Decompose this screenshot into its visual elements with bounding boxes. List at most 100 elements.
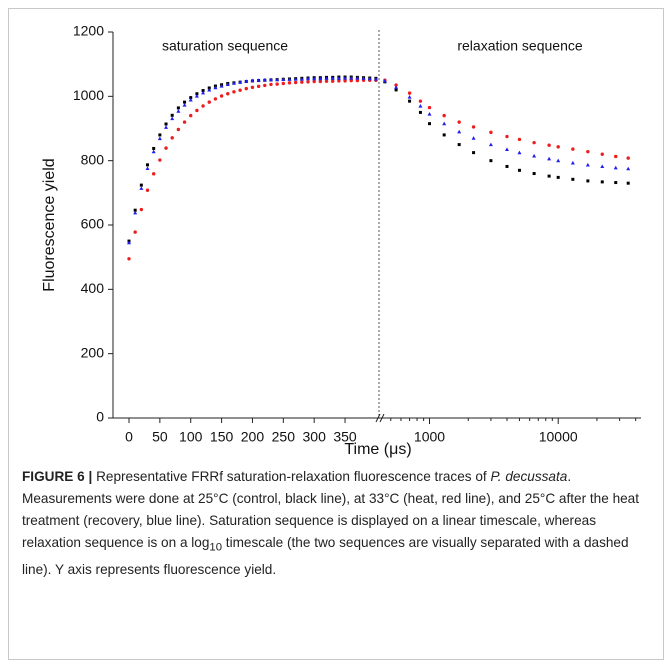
point [238, 88, 242, 92]
point [262, 77, 267, 82]
point [152, 146, 156, 150]
point [182, 103, 187, 107]
point [457, 120, 461, 124]
point [312, 79, 316, 84]
point [532, 172, 536, 176]
point [182, 120, 187, 124]
point [133, 208, 137, 212]
point [394, 88, 398, 92]
point [299, 76, 304, 81]
point [151, 149, 156, 154]
point [170, 136, 174, 140]
point [189, 96, 193, 100]
point [355, 75, 360, 80]
point [532, 153, 537, 158]
y-tick-label: 1000 [73, 87, 104, 103]
point [213, 85, 218, 90]
point [201, 104, 205, 108]
point [207, 87, 212, 92]
x-tick-label: 350 [333, 429, 357, 445]
point [238, 80, 243, 84]
point [183, 100, 187, 104]
point [244, 79, 249, 83]
point [306, 76, 311, 81]
point [382, 78, 387, 83]
point [571, 177, 575, 181]
point [505, 134, 509, 139]
point [600, 152, 604, 156]
point [269, 82, 273, 87]
point [330, 76, 335, 80]
point [614, 154, 618, 159]
point [293, 76, 298, 81]
point [442, 113, 446, 118]
point [195, 92, 199, 96]
x-axis-label: Time (μs) [344, 441, 411, 458]
point [547, 143, 551, 147]
point [226, 92, 230, 96]
point [263, 83, 267, 88]
point [600, 180, 604, 184]
x-tick-label: 150 [210, 429, 234, 445]
x2-tick-label: 10000 [539, 429, 578, 445]
point [337, 79, 341, 83]
caption-label: FIGURE 6 | [22, 469, 93, 484]
caption-text: Representative FRRf saturation-relaxatio… [96, 469, 491, 484]
point [300, 80, 304, 84]
point [407, 94, 412, 99]
point [600, 164, 605, 169]
y-axis-label: Fluorescence yield [41, 158, 58, 291]
y-tick-label: 800 [81, 151, 105, 167]
point [457, 129, 462, 134]
point [394, 83, 398, 87]
point [275, 77, 280, 82]
x-tick-label: 250 [272, 429, 296, 445]
point [219, 94, 224, 98]
point [614, 181, 618, 185]
y-tick-label: 200 [81, 344, 105, 360]
point [571, 147, 575, 151]
point [336, 76, 341, 80]
point [194, 94, 199, 98]
point [586, 149, 590, 154]
point [219, 84, 224, 88]
caption-text: timescale (the two sequences are visuall… [22, 535, 629, 577]
point [586, 179, 590, 183]
point [133, 230, 137, 234]
point [505, 164, 509, 168]
point [472, 151, 476, 155]
point [188, 97, 193, 102]
point [394, 85, 399, 89]
point [517, 150, 522, 155]
point [613, 165, 618, 170]
point [318, 79, 323, 84]
point [532, 140, 536, 145]
y-tick-label: 1200 [73, 23, 104, 39]
point [361, 76, 366, 80]
point [517, 137, 522, 142]
x-tick-label: 50 [152, 429, 168, 445]
point [457, 143, 461, 147]
point [225, 82, 230, 87]
point [471, 125, 476, 129]
point [318, 76, 323, 81]
point [488, 142, 493, 147]
point [349, 78, 353, 83]
point [343, 79, 347, 83]
point [324, 79, 329, 83]
point [256, 78, 261, 82]
annotation: saturation sequence [162, 38, 288, 54]
point [626, 156, 630, 160]
point [281, 81, 286, 86]
caption: FIGURE 6 | Representative FRRf saturatio… [22, 466, 650, 581]
point [489, 159, 493, 163]
point [139, 186, 144, 190]
point [407, 91, 412, 95]
point [418, 103, 423, 108]
x-tick-label: 0 [125, 429, 133, 445]
caption-species: P. decussata [490, 469, 568, 484]
point [418, 110, 422, 114]
point [427, 105, 432, 110]
point [256, 84, 261, 89]
point [232, 90, 236, 94]
